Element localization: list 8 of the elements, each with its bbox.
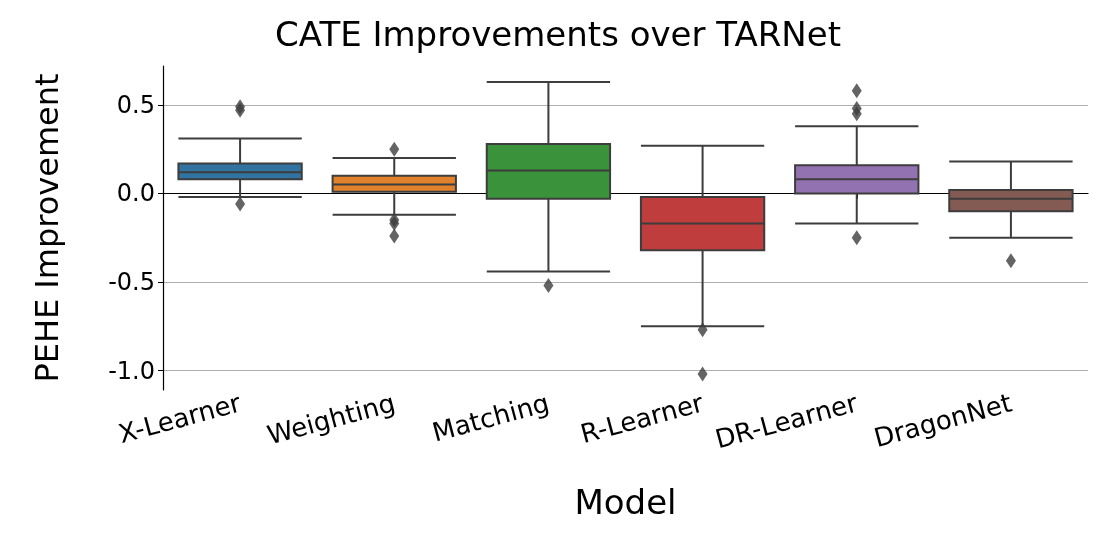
y-tick-label: -0.5 [108,268,155,296]
x-axis-title: Model [574,482,677,522]
y-tick-label: -1.0 [108,356,155,385]
x-tick-label: Matching [429,387,553,448]
chart-title: CATE Improvements over TARNet [275,14,841,54]
y-axis-title: PEHE Improvement [28,73,66,383]
y-tick-label: 0.5 [116,90,155,119]
y-tick-label: 0.0 [116,179,155,208]
